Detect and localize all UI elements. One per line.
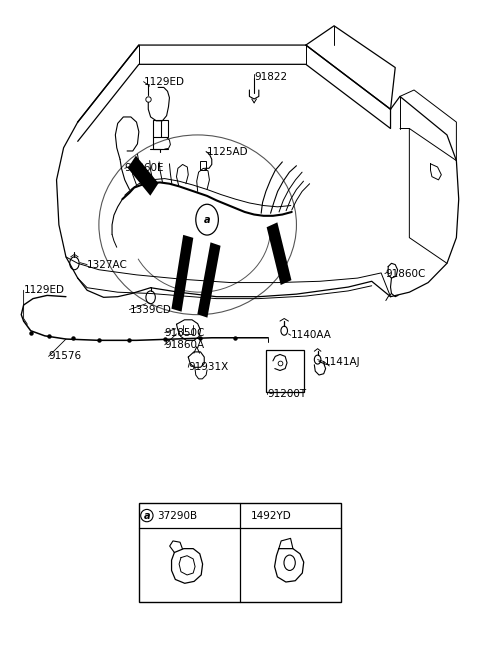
- Polygon shape: [197, 242, 220, 318]
- Text: 91850C: 91850C: [165, 328, 205, 337]
- Text: 1492YD: 1492YD: [251, 511, 291, 521]
- Polygon shape: [171, 235, 193, 312]
- Bar: [139, 503, 341, 602]
- Text: 91860E: 91860E: [125, 163, 164, 174]
- Text: a: a: [204, 215, 210, 225]
- Text: 1129ED: 1129ED: [144, 77, 185, 86]
- Text: 1327AC: 1327AC: [87, 259, 128, 270]
- Text: a: a: [144, 511, 150, 521]
- Bar: [266, 350, 303, 392]
- Text: 91860A: 91860A: [165, 340, 205, 350]
- Text: 1125AD: 1125AD: [207, 147, 249, 157]
- Bar: [154, 119, 168, 138]
- Polygon shape: [128, 156, 158, 196]
- Text: 1129ED: 1129ED: [24, 286, 65, 295]
- Text: 1339CD: 1339CD: [130, 305, 171, 314]
- Text: 1140AA: 1140AA: [291, 330, 332, 340]
- Text: 37290B: 37290B: [157, 511, 197, 521]
- Text: 91860C: 91860C: [385, 269, 425, 278]
- Bar: [200, 161, 205, 170]
- Text: 91200T: 91200T: [267, 388, 306, 399]
- Text: 91931X: 91931X: [188, 362, 228, 372]
- Text: 91822: 91822: [254, 72, 287, 82]
- Text: 1141AJ: 1141AJ: [324, 356, 360, 367]
- Text: 91576: 91576: [48, 351, 82, 362]
- Polygon shape: [266, 222, 291, 285]
